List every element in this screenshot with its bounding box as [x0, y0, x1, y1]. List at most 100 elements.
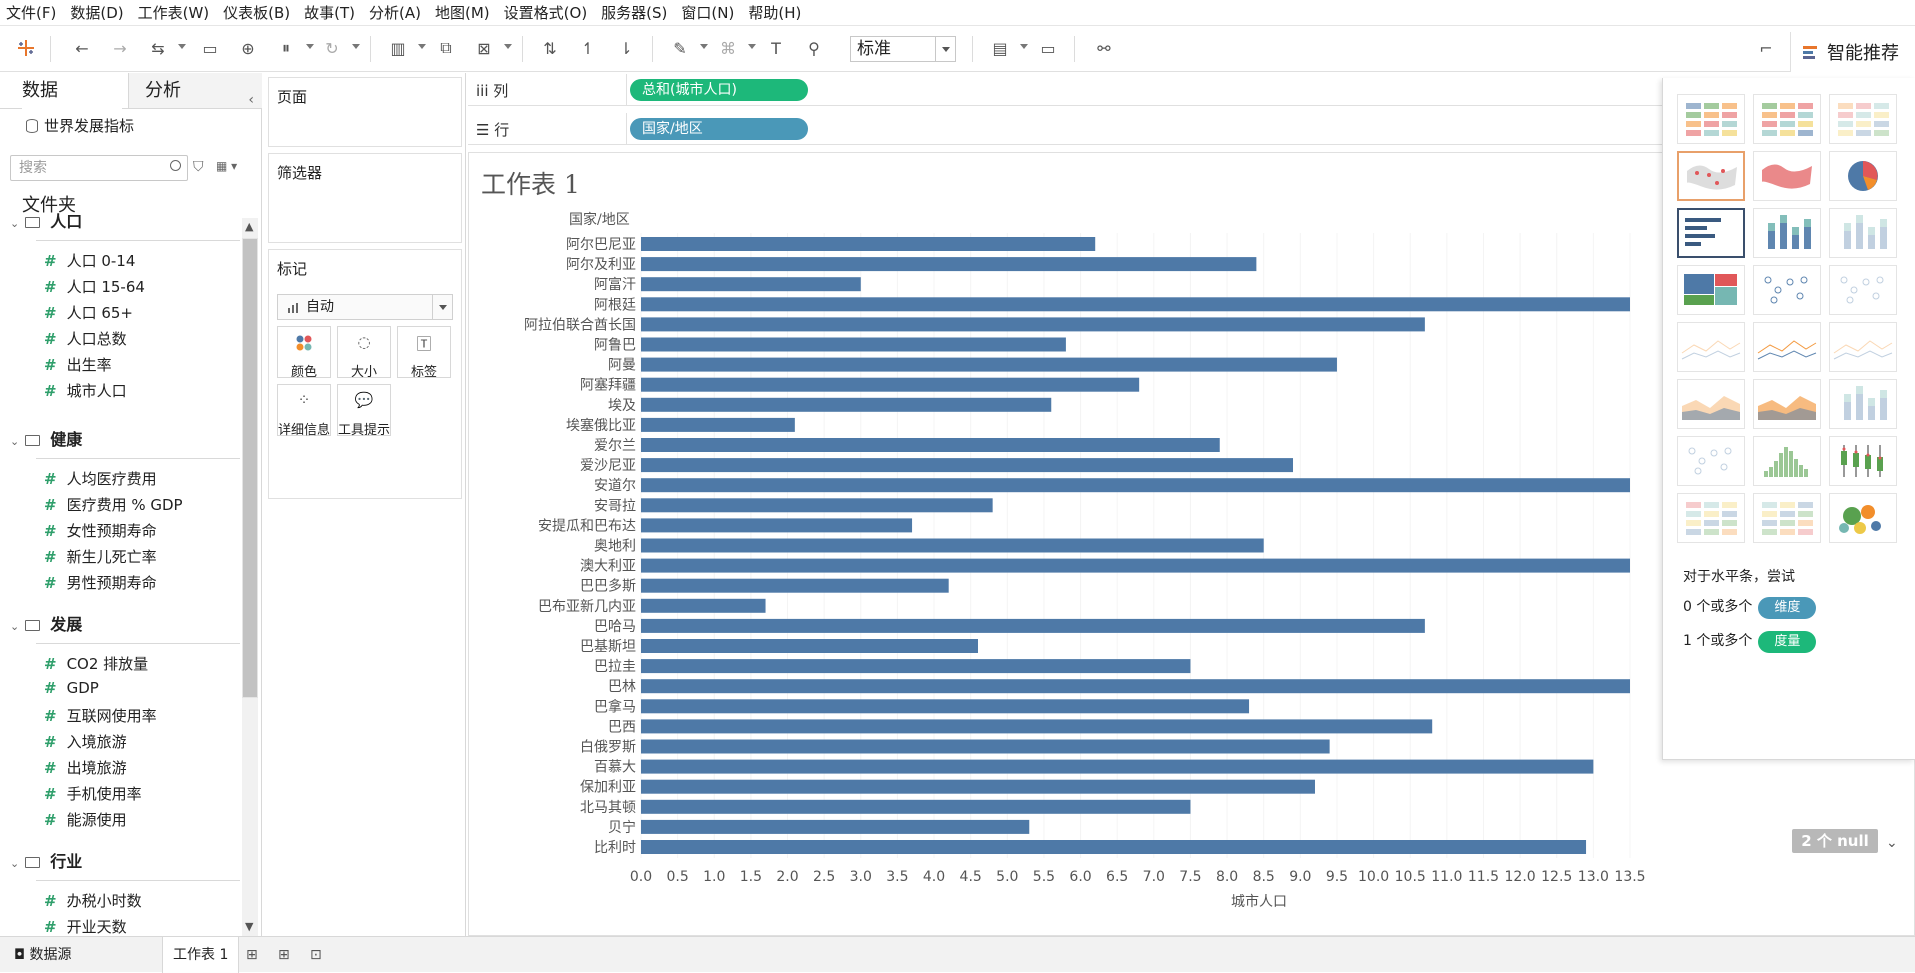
y-category-label[interactable]: 阿鲁巴 [594, 338, 636, 354]
fix-axes-icon[interactable]: ⚲ [808, 38, 820, 58]
horizontal-bars-thumbnail[interactable] [1677, 208, 1745, 258]
measure-field[interactable]: # 互联网使用率 [44, 705, 157, 726]
y-category-label[interactable]: 巴拉圭 [594, 659, 636, 675]
heat-map-thumbnail[interactable] [1753, 94, 1821, 144]
bar[interactable] [641, 257, 1257, 272]
measure-field[interactable]: # 能源使用 [44, 809, 127, 830]
bar[interactable] [641, 739, 1330, 754]
area-discrete-thumbnail[interactable] [1753, 379, 1821, 429]
bar[interactable] [641, 458, 1294, 473]
y-category-label[interactable]: 澳大利亚 [580, 559, 636, 575]
rows-pill[interactable]: 国家/地区 [630, 118, 808, 140]
color-button[interactable]: 颜色 [277, 326, 331, 380]
box-whisker-thumbnail[interactable] [1829, 436, 1897, 486]
scroll-down-icon[interactable]: ▼ [245, 920, 254, 933]
tableau-logo-icon[interactable] [14, 36, 38, 60]
scroll-up-icon[interactable]: ▲ [245, 220, 254, 233]
new-worksheet-icon[interactable]: ▥ [390, 38, 406, 58]
y-category-label[interactable]: 比利时 [594, 840, 636, 856]
bar[interactable] [641, 699, 1250, 714]
side-by-side-circles-thumbnail[interactable] [1829, 265, 1897, 315]
scroll-down-icon[interactable]: ⌄ [1886, 835, 1898, 851]
bar[interactable] [641, 578, 949, 593]
dual-combination-thumbnail[interactable] [1829, 379, 1897, 429]
bar[interactable] [641, 478, 1630, 493]
measure-field[interactable]: # 男性预期寿命 [44, 572, 157, 593]
lines-continuous-thumbnail[interactable] [1677, 322, 1745, 372]
y-category-label[interactable]: 巴林 [608, 679, 636, 695]
new-story-icon[interactable]: ⊡ [310, 947, 322, 963]
bar[interactable] [641, 659, 1191, 674]
y-category-label[interactable]: 埃及 [608, 398, 636, 414]
measure-field[interactable]: # 出境旅游 [44, 757, 127, 778]
replay-icon[interactable]: ⇆ [151, 38, 165, 58]
y-category-label[interactable]: 阿富汗 [594, 276, 636, 293]
highlight-table-thumbnail[interactable] [1829, 94, 1897, 144]
smart-recommend-tab[interactable]: 智能推荐 [1790, 32, 1915, 72]
bar[interactable] [641, 639, 978, 653]
y-category-label[interactable]: 百慕大 [594, 760, 636, 776]
bar[interactable] [641, 840, 1587, 854]
bar[interactable] [641, 277, 861, 292]
menu-item[interactable]: 分析(A) [369, 4, 421, 22]
bar[interactable] [641, 779, 1315, 794]
swap-rows-columns-icon[interactable]: ⇅ [543, 38, 557, 58]
tab-data[interactable]: 数据 [22, 73, 122, 109]
show-mark-labels-icon[interactable]: T [771, 38, 781, 58]
filled-map-thumbnail[interactable] [1753, 151, 1821, 201]
bar[interactable] [641, 498, 993, 513]
search-input[interactable]: 搜索 [10, 155, 188, 181]
y-category-label[interactable]: 巴哈马 [594, 619, 636, 635]
bar[interactable] [641, 317, 1425, 332]
y-category-label[interactable]: 阿拉伯联合酋长国 [524, 316, 636, 333]
area-continuous-thumbnail[interactable] [1677, 379, 1745, 429]
datasource-tab[interactable]: ◘ 数据源 [4, 937, 82, 973]
measure-field[interactable]: # 人口 0-14 [44, 250, 135, 271]
y-category-label[interactable]: 保加利亚 [580, 780, 636, 796]
group-members-icon[interactable]: ⌘ [720, 38, 736, 58]
y-category-label[interactable]: 贝宁 [608, 819, 636, 836]
menu-item[interactable]: 故事(T) [304, 4, 356, 22]
scatter-plot-thumbnail[interactable] [1677, 436, 1745, 486]
y-category-label[interactable]: 安提瓜和巴布达 [538, 518, 636, 534]
format-paint-icon[interactable]: ⌐ [1759, 38, 1773, 58]
measure-field[interactable]: # 女性预期寿命 [44, 520, 157, 541]
mark-type-select[interactable]: 自动 [277, 294, 453, 320]
y-category-label[interactable]: 埃塞俄比亚 [566, 417, 636, 434]
bar[interactable] [641, 819, 1030, 834]
y-category-label[interactable]: 巴拿马 [594, 698, 636, 715]
bar[interactable] [641, 538, 1264, 553]
sort-descending-icon[interactable]: ⇂ [619, 38, 633, 58]
menu-item[interactable]: 工作表(W) [137, 4, 210, 22]
filters-card[interactable]: 筛选器 [268, 153, 462, 243]
measure-field[interactable]: # 医疗费用 % GDP [44, 494, 183, 515]
measure-field[interactable]: # 出生率 [44, 354, 112, 375]
new-datasource-icon[interactable]: ⊕ [241, 38, 255, 58]
data-pane-scrollbar[interactable]: ▲ ▼ [242, 218, 258, 936]
bar[interactable] [641, 618, 1425, 633]
redo-icon[interactable]: → [113, 38, 127, 58]
view-mode-select[interactable]: 标准 [850, 36, 956, 62]
bullet-graph-thumbnail[interactable] [1753, 493, 1821, 543]
bar[interactable] [641, 598, 766, 613]
y-category-label[interactable]: 爱沙尼亚 [580, 458, 636, 474]
y-category-label[interactable]: 巴基斯坦 [580, 638, 636, 655]
menu-item[interactable]: 地图(M) [435, 4, 490, 22]
duplicate-sheet-icon[interactable]: ⧉ [440, 38, 452, 57]
x-axis-label[interactable]: 城市人口 [1231, 894, 1287, 910]
folder-group[interactable]: ⌄ 发展 [10, 611, 82, 635]
list-view-icon[interactable]: ▦ ▾ [216, 159, 238, 173]
bar[interactable] [641, 518, 913, 533]
collapse-pane-icon[interactable]: ‹ [248, 92, 254, 108]
bar[interactable] [641, 558, 1630, 573]
y-category-label[interactable]: 爱尔兰 [594, 438, 636, 454]
measure-field[interactable]: # 开业天数 [44, 916, 127, 937]
y-category-label[interactable]: 巴布亚新几内亚 [538, 599, 636, 615]
y-category-label[interactable]: 阿曼 [608, 358, 636, 374]
tab-analysis[interactable]: 分析 ‹ [128, 73, 262, 109]
folder-group[interactable]: ⌄ 健康 [10, 426, 82, 450]
null-indicator[interactable]: 2 个 null [1792, 829, 1878, 853]
y-category-label[interactable]: 阿尔巴尼亚 [566, 237, 636, 253]
packed-bubbles-thumbnail[interactable] [1829, 493, 1897, 543]
measure-field[interactable]: # 新生儿死亡率 [44, 546, 157, 567]
